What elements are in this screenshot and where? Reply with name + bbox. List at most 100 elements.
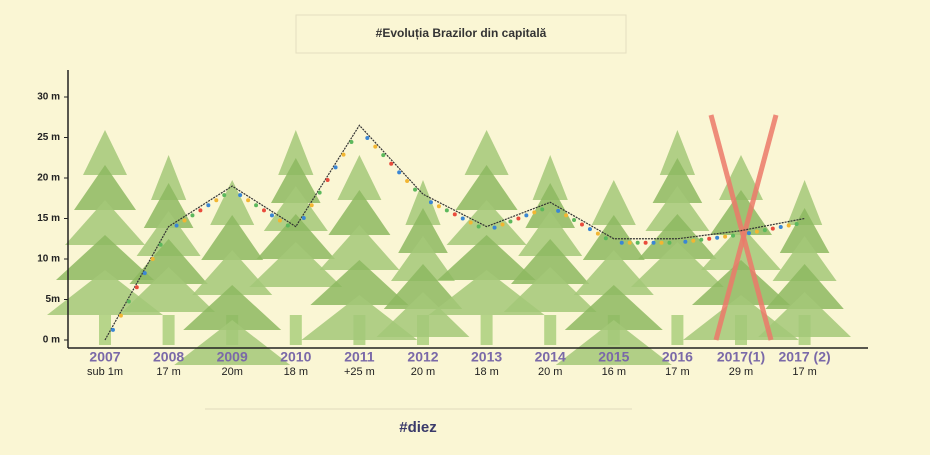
x-tick-note: sub 1m bbox=[87, 366, 123, 378]
garland-bulb bbox=[373, 144, 378, 149]
garland-bulb bbox=[572, 217, 577, 222]
tree-layer bbox=[271, 158, 321, 203]
chart-title: #Evoluția Brazilor din capitală bbox=[376, 26, 547, 40]
tree-trunk bbox=[671, 315, 684, 345]
garland-bulb bbox=[476, 224, 481, 229]
garland-bulb bbox=[190, 213, 195, 218]
tree-layer bbox=[337, 155, 382, 200]
garland-bulb bbox=[580, 222, 584, 227]
garland-bulb bbox=[238, 193, 243, 198]
tree-layer bbox=[56, 235, 154, 280]
tree-layer bbox=[503, 267, 597, 312]
x-tick-label: 2017 (2) bbox=[779, 349, 831, 365]
garland-bulb bbox=[110, 327, 115, 332]
garland-bulb bbox=[532, 210, 537, 215]
line bbox=[104, 124, 805, 341]
x-tick-note: 29 m bbox=[729, 366, 753, 378]
garland-bulb bbox=[325, 177, 330, 182]
cross-line bbox=[708, 114, 774, 341]
garland-bulb bbox=[699, 237, 704, 242]
tree-layer bbox=[638, 214, 717, 259]
tree-layer bbox=[376, 292, 470, 337]
garland-bulb bbox=[134, 285, 139, 290]
tree-layer bbox=[532, 155, 568, 200]
garland-bulb bbox=[214, 198, 219, 203]
tree-layer bbox=[256, 214, 335, 259]
y-tick-label: 30 m bbox=[37, 92, 60, 103]
tree-layer bbox=[201, 215, 264, 260]
x-tick-note: 20m bbox=[221, 366, 242, 378]
garland-bulb bbox=[126, 299, 131, 304]
x-tick-note: 17 m bbox=[156, 366, 180, 378]
garland-bulb bbox=[587, 227, 592, 232]
tree-layer bbox=[143, 183, 194, 228]
garland-bulb bbox=[198, 208, 203, 213]
garland-bulb bbox=[285, 223, 290, 228]
garland-bulb bbox=[691, 238, 696, 243]
tree-layer bbox=[692, 260, 790, 305]
garland-bulb bbox=[778, 225, 783, 230]
garland-bulb bbox=[643, 240, 648, 245]
garland-bulb bbox=[405, 178, 410, 183]
garland-bulb bbox=[254, 203, 259, 208]
garland-bulb bbox=[524, 213, 529, 218]
tree-layer bbox=[758, 292, 851, 337]
x-tick-note: 17 m bbox=[665, 366, 689, 378]
x-tick-note: 17 m bbox=[792, 366, 816, 378]
y-tick-label: 20 m bbox=[37, 173, 60, 184]
tree-trunk bbox=[162, 315, 175, 345]
tree-layer bbox=[74, 165, 136, 210]
garland-bulb bbox=[365, 135, 370, 140]
tree-layer bbox=[391, 236, 455, 281]
tree-layer bbox=[183, 285, 282, 330]
x-tick-label: 2016 bbox=[662, 349, 693, 365]
tree-layer bbox=[779, 208, 830, 253]
x-tick-note: +25 m bbox=[344, 366, 375, 378]
tree-layer bbox=[772, 236, 837, 281]
tree-layer bbox=[652, 158, 703, 203]
y-tick-label: 25 m bbox=[37, 132, 60, 143]
tree-layer bbox=[765, 264, 844, 309]
garland-bulb bbox=[158, 242, 163, 247]
garland-bulb bbox=[150, 256, 155, 261]
garland-bulb bbox=[635, 240, 640, 245]
tree-layer bbox=[511, 239, 590, 284]
garland-bulb bbox=[206, 203, 211, 208]
garland-bulb bbox=[556, 208, 561, 213]
garland-bulb bbox=[667, 240, 672, 245]
x-tick-note: 18 m bbox=[474, 366, 498, 378]
garland-bulb bbox=[277, 218, 282, 223]
garland-bulb bbox=[460, 216, 465, 221]
tree-layer bbox=[310, 260, 409, 305]
tree-layer bbox=[437, 235, 536, 280]
x-tick-label: 2009 bbox=[217, 349, 248, 365]
tree-layer bbox=[151, 155, 187, 200]
garland-bulb bbox=[269, 213, 274, 218]
garland-bulb bbox=[174, 223, 179, 228]
y-tick-label: 0 m bbox=[43, 335, 60, 346]
garland-bulb bbox=[333, 165, 338, 170]
tree-layer bbox=[446, 200, 527, 245]
tree-layer bbox=[174, 320, 291, 365]
tree-layer bbox=[591, 180, 636, 225]
garland-bulb bbox=[222, 193, 227, 198]
tree-layer bbox=[464, 130, 509, 175]
trees bbox=[47, 130, 851, 365]
garland-bulb bbox=[389, 161, 394, 166]
tree-trunk bbox=[289, 315, 302, 345]
garland-bulb bbox=[500, 222, 505, 227]
tree-layer bbox=[555, 320, 672, 365]
garland-bulb bbox=[564, 213, 569, 218]
garland-bulb bbox=[142, 271, 147, 276]
garland-bulb bbox=[444, 208, 449, 213]
garland-bulb bbox=[746, 231, 751, 236]
garland-bulb bbox=[595, 231, 600, 236]
garland-bulb bbox=[118, 313, 123, 318]
tree-layer bbox=[564, 285, 663, 330]
garland-bulb bbox=[317, 190, 322, 195]
tree-layer bbox=[129, 239, 208, 284]
tree-layer bbox=[525, 183, 575, 228]
tree-layer bbox=[249, 242, 343, 287]
garland-bulb bbox=[794, 222, 799, 227]
